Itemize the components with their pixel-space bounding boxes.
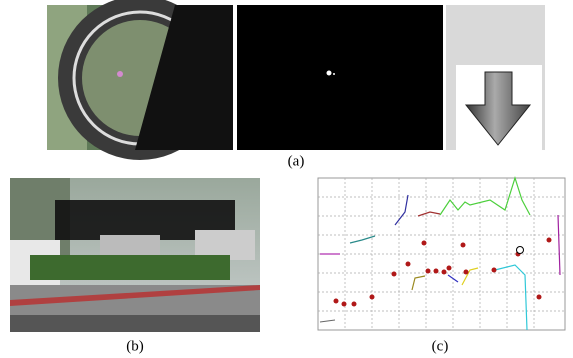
mask-image	[237, 5, 443, 150]
caption: (b)	[126, 338, 144, 354]
caption: (c)	[432, 338, 449, 354]
panel-b	[10, 178, 260, 332]
caption: (a)	[288, 153, 305, 169]
panel-c	[318, 178, 565, 330]
figure: (a) (b)	[0, 0, 573, 358]
panel-a	[47, 0, 545, 160]
